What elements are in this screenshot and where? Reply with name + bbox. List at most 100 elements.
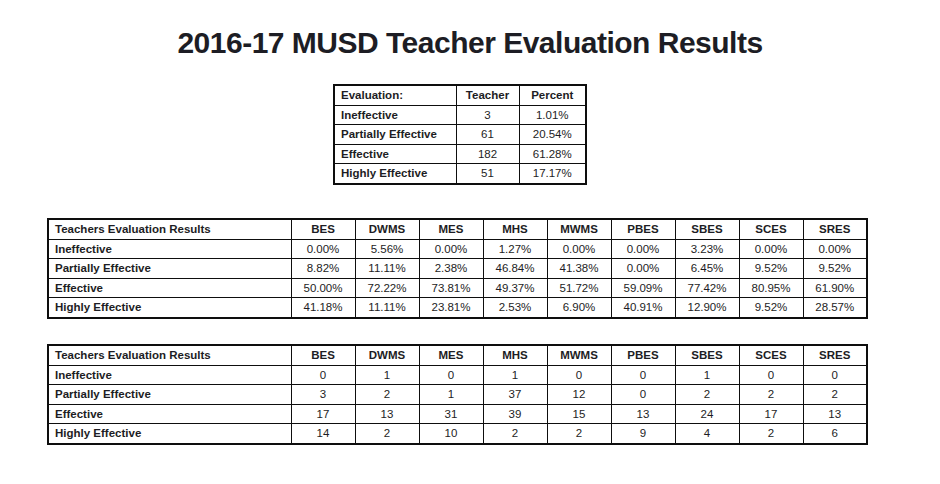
percent-cell: 3.23% bbox=[675, 239, 739, 259]
percent-cell: 9.52% bbox=[739, 259, 803, 279]
row-label-ineffective: Ineffective bbox=[48, 239, 291, 259]
row-label-effective: Effective bbox=[48, 404, 291, 424]
school-header-sres: SRES bbox=[803, 219, 867, 239]
summary-header-row: Evaluation: Teacher Percent bbox=[334, 85, 586, 105]
count-cell: 3 bbox=[291, 385, 355, 405]
count-cell: 13 bbox=[355, 404, 419, 424]
count-cell: 2 bbox=[547, 424, 611, 444]
percent-cell: 6.90% bbox=[547, 298, 611, 318]
teacher-count-cell: 3 bbox=[456, 105, 519, 125]
summary-header-percent: Percent bbox=[519, 85, 586, 105]
table-row: Partially Effective 3 2 1 37 12 0 2 2 2 bbox=[48, 385, 867, 405]
count-cell: 9 bbox=[611, 424, 675, 444]
count-cell: 2 bbox=[355, 385, 419, 405]
table-row: Ineffective 0 1 0 1 0 0 1 0 0 bbox=[48, 365, 867, 385]
percent-cell: 41.18% bbox=[291, 298, 355, 318]
count-cell: 24 bbox=[675, 404, 739, 424]
percent-table-header-row: Teachers Evaluation Results BES DWMS MES… bbox=[48, 219, 867, 239]
count-cell: 37 bbox=[483, 385, 547, 405]
percent-cell: 61.28% bbox=[519, 144, 586, 164]
percent-cell: 6.45% bbox=[675, 259, 739, 279]
percent-cell: 72.22% bbox=[355, 278, 419, 298]
percent-cell: 2.38% bbox=[419, 259, 483, 279]
school-header-bes: BES bbox=[291, 345, 355, 365]
count-cell: 0 bbox=[547, 365, 611, 385]
count-cell: 0 bbox=[611, 365, 675, 385]
count-cell: 31 bbox=[419, 404, 483, 424]
count-cell: 4 bbox=[675, 424, 739, 444]
table-row: Effective 17 13 31 39 15 13 24 17 13 bbox=[48, 404, 867, 424]
percent-cell: 50.00% bbox=[291, 278, 355, 298]
count-cell: 1 bbox=[483, 365, 547, 385]
document-page: 2016-17 MUSD Teacher Evaluation Results … bbox=[0, 0, 940, 484]
count-cell: 0 bbox=[739, 365, 803, 385]
table-row: Partially Effective 61 20.54% bbox=[334, 125, 586, 145]
row-label-partially-effective: Partially Effective bbox=[334, 125, 456, 145]
count-cell: 1 bbox=[355, 365, 419, 385]
count-cell: 2 bbox=[803, 385, 867, 405]
table-row: Highly Effective 51 17.17% bbox=[334, 164, 586, 184]
count-cell: 14 bbox=[291, 424, 355, 444]
school-header-mes: MES bbox=[419, 345, 483, 365]
row-label-highly-effective: Highly Effective bbox=[48, 298, 291, 318]
count-cell: 17 bbox=[739, 404, 803, 424]
percent-cell: 1.27% bbox=[483, 239, 547, 259]
percent-by-school-table: Teachers Evaluation Results BES DWMS MES… bbox=[47, 218, 868, 319]
school-header-pbes: PBES bbox=[611, 219, 675, 239]
percent-cell: 9.52% bbox=[803, 259, 867, 279]
percent-cell: 80.95% bbox=[739, 278, 803, 298]
percent-cell: 12.90% bbox=[675, 298, 739, 318]
count-cell: 2 bbox=[355, 424, 419, 444]
percent-cell: 23.81% bbox=[419, 298, 483, 318]
page-title: 2016-17 MUSD Teacher Evaluation Results bbox=[0, 26, 940, 60]
percent-cell: 0.00% bbox=[547, 239, 611, 259]
percent-cell: 46.84% bbox=[483, 259, 547, 279]
percent-cell: 5.56% bbox=[355, 239, 419, 259]
school-header-sces: SCES bbox=[739, 219, 803, 239]
percent-cell: 0.00% bbox=[739, 239, 803, 259]
count-cell: 0 bbox=[611, 385, 675, 405]
school-header-mwms: MWMS bbox=[547, 345, 611, 365]
row-label-effective: Effective bbox=[48, 278, 291, 298]
table-row: Partially Effective 8.82% 11.11% 2.38% 4… bbox=[48, 259, 867, 279]
teacher-count-cell: 61 bbox=[456, 125, 519, 145]
summary-table: Evaluation: Teacher Percent Ineffective … bbox=[333, 84, 587, 185]
percent-cell: 0.00% bbox=[419, 239, 483, 259]
percent-cell: 1.01% bbox=[519, 105, 586, 125]
percent-cell: 2.53% bbox=[483, 298, 547, 318]
summary-header-teacher: Teacher bbox=[456, 85, 519, 105]
count-cell: 1 bbox=[675, 365, 739, 385]
percent-cell: 73.81% bbox=[419, 278, 483, 298]
row-label-partially-effective: Partially Effective bbox=[48, 385, 291, 405]
percent-cell: 77.42% bbox=[675, 278, 739, 298]
table-row: Effective 50.00% 72.22% 73.81% 49.37% 51… bbox=[48, 278, 867, 298]
school-header-sres: SRES bbox=[803, 345, 867, 365]
row-label-effective: Effective bbox=[334, 144, 456, 164]
school-header-mhs: MHS bbox=[483, 345, 547, 365]
row-label-highly-effective: Highly Effective bbox=[334, 164, 456, 184]
row-label-partially-effective: Partially Effective bbox=[48, 259, 291, 279]
teacher-count-cell: 182 bbox=[456, 144, 519, 164]
count-cell: 10 bbox=[419, 424, 483, 444]
school-header-mes: MES bbox=[419, 219, 483, 239]
school-header-bes: BES bbox=[291, 219, 355, 239]
count-cell: 12 bbox=[547, 385, 611, 405]
row-label-highly-effective: Highly Effective bbox=[48, 424, 291, 444]
percent-cell: 8.82% bbox=[291, 259, 355, 279]
percent-cell: 61.90% bbox=[803, 278, 867, 298]
count-by-school-table: Teachers Evaluation Results BES DWMS MES… bbox=[47, 344, 868, 445]
count-cell: 0 bbox=[803, 365, 867, 385]
percent-cell: 11.11% bbox=[355, 298, 419, 318]
percent-cell: 28.57% bbox=[803, 298, 867, 318]
percent-table-title: Teachers Evaluation Results bbox=[48, 219, 291, 239]
percent-cell: 51.72% bbox=[547, 278, 611, 298]
count-cell: 1 bbox=[419, 385, 483, 405]
count-cell: 17 bbox=[291, 404, 355, 424]
percent-cell: 0.00% bbox=[611, 239, 675, 259]
table-row: Ineffective 0.00% 5.56% 0.00% 1.27% 0.00… bbox=[48, 239, 867, 259]
percent-cell: 40.91% bbox=[611, 298, 675, 318]
table-row: Highly Effective 41.18% 11.11% 23.81% 2.… bbox=[48, 298, 867, 318]
count-cell: 2 bbox=[739, 424, 803, 444]
count-cell: 6 bbox=[803, 424, 867, 444]
school-header-sbes: SBES bbox=[675, 219, 739, 239]
